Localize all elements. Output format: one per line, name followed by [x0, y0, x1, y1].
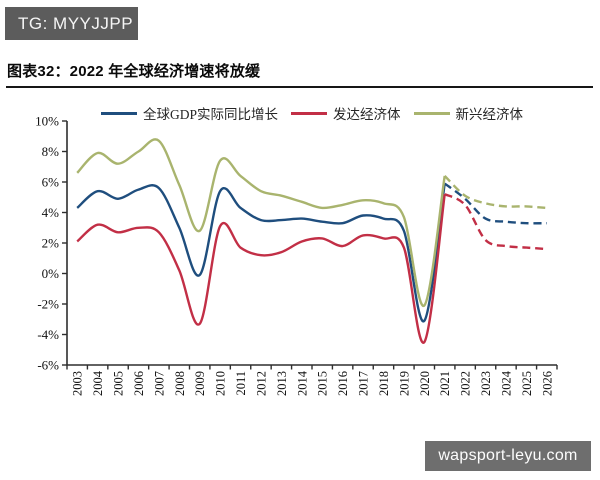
legend-label-global: 全球GDP实际同比增长 [142, 107, 278, 122]
x-axis-year-label: 2012 [254, 371, 268, 396]
x-axis-year-label: 2013 [275, 371, 289, 396]
chart-title: 图表32：2022 年全球经济增速将放缓 [7, 63, 261, 80]
x-axis-year-label: 2018 [377, 371, 391, 396]
series-line-global-actual [76, 183, 446, 323]
y-axis-tick-label: 2% [42, 236, 60, 251]
axis-spines [66, 121, 557, 366]
series-line-emerging-actual [76, 138, 446, 307]
series-line-emerging-forecast [443, 175, 547, 210]
legend-item-advanced: 发达经济体 [291, 103, 401, 123]
title-divider [6, 86, 593, 88]
x-axis-year-label: 2020 [418, 371, 432, 396]
x-axis-year-label: 2025 [520, 371, 534, 396]
x-axis-year-label: 2014 [295, 370, 309, 396]
legend-label-emerging: 新兴经济体 [455, 107, 524, 122]
legend-line-sample-advanced [291, 111, 327, 115]
legend-label-advanced: 发达经济体 [333, 107, 401, 122]
x-axis-year-label: 2023 [479, 371, 493, 396]
watermark-badge: wapsport-leyu.com [425, 441, 591, 471]
y-axis-tick-label: 10% [35, 114, 59, 129]
x-axis-year-label: 2008 [173, 371, 187, 396]
y-axis-tick-label: 6% [42, 175, 60, 190]
corner-tag-text: TG: MYYJJPP [18, 13, 134, 33]
series-line-advanced-actual [76, 194, 446, 344]
x-axis-year-label: 2019 [397, 371, 411, 396]
x-axis-year-label: 2004 [91, 370, 105, 396]
watermark-text: wapsport-leyu.com [438, 447, 578, 464]
y-axis-tick-label: 4% [42, 205, 60, 220]
series-line-global-forecast [443, 182, 547, 225]
legend-line-sample-global [100, 111, 137, 115]
y-axis-tick-label: -6% [37, 358, 59, 373]
x-axis-year-label: 2021 [438, 371, 452, 396]
x-axis-year-label: 2022 [459, 371, 473, 396]
x-axis-year-label: 2005 [112, 371, 126, 396]
y-axis-tick-label: -4% [37, 327, 59, 342]
x-axis-year-label: 2003 [71, 371, 85, 396]
x-axis-year-label: 2015 [316, 371, 330, 396]
x-axis-year-label: 2017 [357, 371, 371, 396]
legend-item-emerging: 新兴经济体 [413, 103, 524, 123]
y-axis-tick-label: -2% [37, 297, 59, 312]
y-axis-tick-label: 8% [42, 144, 60, 159]
y-axis-tick-label: 0% [42, 266, 60, 281]
x-axis-year-label: 2009 [193, 371, 207, 396]
x-axis-year-label: 2007 [152, 371, 166, 396]
x-axis-year-label: 2026 [540, 371, 554, 396]
x-axis-year-label: 2011 [234, 371, 248, 396]
x-axis-year-label: 2024 [499, 370, 513, 396]
chart-legend: 全球GDP实际同比增长 发达经济体 新兴经济体 [67, 103, 557, 123]
x-axis-year-label: 2016 [336, 371, 350, 396]
legend-line-sample-emerging [413, 111, 450, 115]
corner-tag-badge: TG: MYYJJPP [5, 7, 138, 40]
x-axis-year-label: 2010 [214, 371, 228, 396]
legend-item-global: 全球GDP实际同比增长 [100, 103, 278, 123]
series-line-advanced-forecast [444, 193, 547, 251]
x-axis-year-label: 2006 [132, 371, 146, 396]
